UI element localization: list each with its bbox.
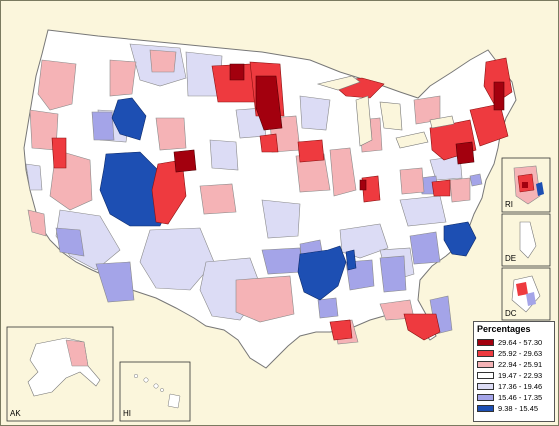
- de-label: DE: [505, 254, 516, 263]
- legend-label: 9.38 - 15.45: [498, 404, 539, 413]
- legend-swatch: [477, 339, 494, 346]
- legend-label: 19.47 - 22.93: [498, 371, 543, 380]
- dc-inset: DC: [501, 267, 551, 321]
- map-legend: Percentages 29.64 - 57.30 25.92 - 29.63 22…: [473, 321, 555, 422]
- ri-label: RI: [505, 200, 513, 209]
- legend-item: 9.38 - 15.45: [477, 403, 551, 414]
- ak-label: AK: [10, 409, 21, 418]
- legend-title: Percentages: [477, 324, 531, 334]
- dc-label: DC: [505, 309, 517, 318]
- legend-item: 17.36 - 19.46: [477, 381, 551, 392]
- de-inset: DE: [501, 213, 551, 267]
- legend-swatch: [477, 361, 494, 368]
- ak-inset: AK: [6, 326, 114, 422]
- hi-label: HI: [123, 409, 131, 418]
- legend-item: 15.46 - 17.35: [477, 392, 551, 403]
- legend-swatch: [477, 405, 494, 412]
- legend-swatch: [477, 383, 494, 390]
- legend-rows: 29.64 - 57.30 25.92 - 29.63 22.94 - 25.91 1…: [477, 337, 551, 414]
- legend-label: 17.36 - 19.46: [498, 382, 543, 391]
- legend-item: 22.94 - 25.91: [477, 359, 551, 370]
- hi-inset: HI: [119, 361, 191, 422]
- legend-label: 15.46 - 17.35: [498, 393, 543, 402]
- legend-item: 29.64 - 57.30: [477, 337, 551, 348]
- legend-item: 25.92 - 29.63: [477, 348, 551, 359]
- legend-label: 25.92 - 29.63: [498, 349, 543, 358]
- legend-label: 22.94 - 25.91: [498, 360, 543, 369]
- great-lakes: [316, 75, 455, 149]
- legend-swatch: [477, 394, 494, 401]
- legend-label: 29.64 - 57.30: [498, 338, 543, 347]
- legend-swatch: [477, 372, 494, 379]
- legend-item: 19.47 - 22.93: [477, 370, 551, 381]
- legend-swatch: [477, 350, 494, 357]
- ri-inset: RI: [501, 157, 551, 213]
- tier-15-17-regions: [55, 111, 483, 335]
- tier-29-57-regions: [173, 63, 505, 191]
